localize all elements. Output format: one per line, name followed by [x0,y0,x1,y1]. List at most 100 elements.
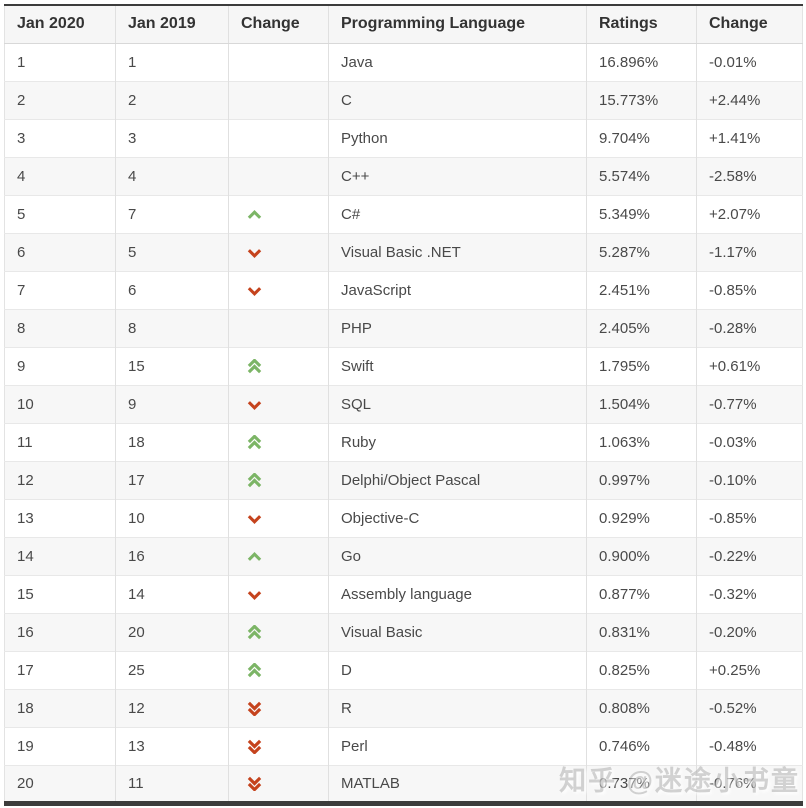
table-row: 6 5 Visual Basic .NET 5.287% -1.17% [4,232,803,271]
trend-cell [228,612,329,651]
rank-2020-cell: 3 [4,118,116,157]
trend-cell [228,536,329,575]
change-cell: +0.25% [696,650,803,689]
trend-cell [228,156,329,195]
column-header-jan-2020: Jan 2020 [4,5,116,44]
rating-cell: 0.877% [586,574,697,613]
rank-2020-cell: 18 [4,688,116,727]
rank-2019-cell: 9 [115,384,229,423]
rank-2019-cell: 17 [115,460,229,499]
rating-cell: 0.808% [586,688,697,727]
rank-2019-cell: 6 [115,270,229,309]
rank-2019-cell: 11 [115,764,229,803]
chevron-double-down-icon [247,701,262,717]
language-cell: Delphi/Object Pascal [328,460,587,499]
rank-2020-cell: 12 [4,460,116,499]
rating-cell: 1.063% [586,422,697,461]
trend-cell [228,574,329,613]
rank-2019-cell: 14 [115,574,229,613]
rating-cell: 0.831% [586,612,697,651]
language-cell: D [328,650,587,689]
language-cell: Swift [328,346,587,385]
rank-2019-cell: 3 [115,118,229,157]
rating-cell: 0.900% [586,536,697,575]
table-row: 5 7 C# 5.349% +2.07% [4,194,803,233]
change-cell: -0.52% [696,688,803,727]
trend-cell [228,232,329,271]
rank-2019-cell: 12 [115,688,229,727]
change-cell: +2.07% [696,194,803,233]
change-cell: -0.32% [696,574,803,613]
table-row: 18 12 R 0.808% -0.52% [4,688,803,727]
rank-2020-cell: 7 [4,270,116,309]
table-row: 9 15 Swift 1.795% +0.61% [4,346,803,385]
rank-2019-cell: 16 [115,536,229,575]
chevron-double-up-icon [247,472,262,488]
language-cell: Python [328,118,587,157]
rank-2020-cell: 1 [4,42,116,81]
trend-cell [228,498,329,537]
trend-cell [228,346,329,385]
chevron-double-down-icon [247,776,262,792]
column-header-ratings: Ratings [586,5,697,44]
column-header-jan-2019: Jan 2019 [115,5,229,44]
rank-2020-cell: 2 [4,80,116,119]
chevron-up-icon [247,551,262,562]
table-row: 14 16 Go 0.900% -0.22% [4,536,803,575]
rank-2019-cell: 20 [115,612,229,651]
chevron-down-icon [247,286,262,296]
rank-2019-cell: 18 [115,422,229,461]
rating-cell: 2.405% [586,308,697,347]
rank-2020-cell: 10 [4,384,116,423]
tiobe-index-table: Jan 2020 Jan 2019 Change Programming Langua… [4,4,803,806]
rating-cell: 5.349% [586,194,697,233]
rating-cell: 2.451% [586,270,697,309]
chevron-double-up-icon [247,358,262,374]
table-row: 2 2 C 15.773% +2.44% [4,80,803,119]
language-cell: R [328,688,587,727]
rank-2020-cell: 5 [4,194,116,233]
table-row: 12 17 Delphi/Object Pascal 0.997% -0.10% [4,460,803,499]
rating-cell: 5.287% [586,232,697,271]
chevron-double-down-icon [247,739,262,755]
column-header-programming-language: Programming Language [328,5,587,44]
trend-cell [228,650,329,689]
language-cell: Perl [328,726,587,765]
header-row: Jan 2020 Jan 2019 Change Programming Langua… [4,5,803,44]
change-cell: +0.61% [696,346,803,385]
change-cell: -0.20% [696,612,803,651]
language-cell: Objective-C [328,498,587,537]
trend-cell [228,270,329,309]
rank-2019-cell: 13 [115,726,229,765]
table-row: 4 4 C++ 5.574% -2.58% [4,156,803,195]
chevron-double-up-icon [247,662,262,678]
rank-2020-cell: 4 [4,156,116,195]
language-cell: C [328,80,587,119]
trend-cell [228,118,329,157]
table-row: 8 8 PHP 2.405% -0.28% [4,308,803,347]
rank-2019-cell: 5 [115,232,229,271]
rank-2020-cell: 19 [4,726,116,765]
trend-cell [228,422,329,461]
column-header-trend: Change [228,5,329,44]
rating-cell: 0.746% [586,726,697,765]
language-cell: Visual Basic .NET [328,232,587,271]
rank-2019-cell: 7 [115,194,229,233]
rank-2020-cell: 20 [4,764,116,803]
rating-cell: 1.795% [586,346,697,385]
change-cell: -1.17% [696,232,803,271]
trend-cell [228,688,329,727]
trend-cell [228,42,329,81]
rank-2020-cell: 8 [4,308,116,347]
chevron-down-icon [247,400,262,410]
table-row: 7 6 JavaScript 2.451% -0.85% [4,270,803,309]
rank-2019-cell: 25 [115,650,229,689]
rating-cell: 9.704% [586,118,697,157]
rank-2020-cell: 11 [4,422,116,461]
rank-2020-cell: 16 [4,612,116,651]
language-cell: PHP [328,308,587,347]
change-cell: -0.48% [696,726,803,765]
change-cell: -0.03% [696,422,803,461]
language-cell: MATLAB [328,764,587,803]
